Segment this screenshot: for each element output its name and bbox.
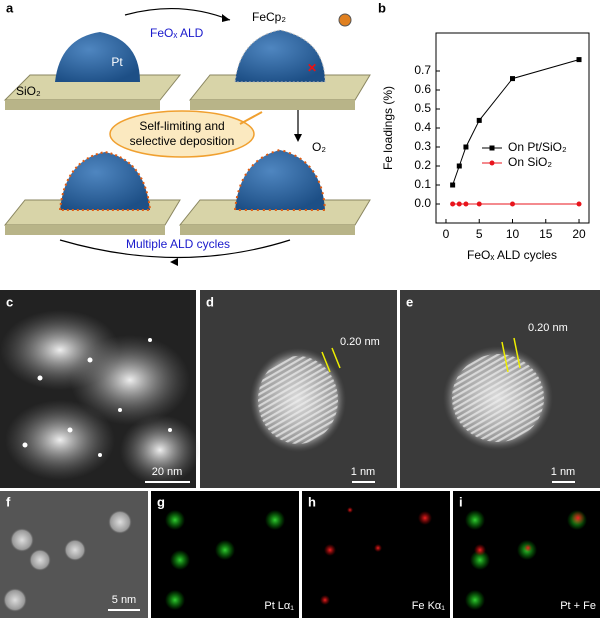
- marker: [450, 201, 456, 207]
- line-chart: b FeOₓ ALD cycles Fe loadings (%) 0 5 10 15…: [378, 0, 590, 262]
- scale-label: 20 nm: [152, 466, 183, 478]
- legend-marker: [489, 160, 495, 166]
- scheme: ✕ a Pt SiO₂ FeOₓ ALD FeCp₂ Self-limiting…: [3, 0, 371, 266]
- y-tick-label: 0.1: [414, 177, 431, 191]
- marker: [450, 182, 456, 188]
- panel-label: h: [308, 494, 316, 509]
- panel-label: f: [6, 494, 11, 509]
- y-tick-label: 0.7: [414, 63, 431, 77]
- y-tick-label: 0.6: [414, 82, 431, 96]
- ald-label: FeOₓ ALD: [150, 26, 204, 40]
- x-axis-title: FeOₓ ALD cycles: [467, 248, 557, 262]
- y-tick-label: 0.3: [414, 139, 431, 153]
- marker: [476, 201, 482, 207]
- x-tick-label: 10: [506, 227, 520, 241]
- series-line: [452, 59, 580, 186]
- eds-maps: f 5 nm g Pt Lα₁ h Fe Kα₁ i Pt + Fe: [0, 491, 600, 618]
- x-tick-label: 5: [476, 227, 483, 241]
- map-label: Pt Lα₁: [264, 600, 294, 612]
- panel-label: b: [378, 0, 386, 15]
- map-label: Pt + Fe: [560, 600, 596, 612]
- block-mark: ✕: [307, 61, 317, 75]
- scale-label: 1 nm: [551, 466, 575, 478]
- precursor-label: FeCp₂: [252, 10, 286, 24]
- y-tick-label: 0.2: [414, 158, 431, 172]
- y-tick-label: 0.0: [414, 196, 431, 210]
- panel-label: i: [459, 494, 463, 509]
- callout-text: selective deposition: [130, 134, 235, 148]
- x-tick-label: 15: [539, 227, 553, 241]
- legend-label: On SiO₂: [508, 155, 552, 169]
- marker: [510, 201, 515, 207]
- panel-label: a: [6, 0, 14, 15]
- panel-label: e: [406, 294, 413, 309]
- callout-text: Self-limiting and: [139, 119, 224, 133]
- plot-frame: [435, 32, 590, 224]
- map-label: Fe Kα₁: [412, 600, 446, 612]
- panel-label: g: [157, 494, 165, 509]
- marker: [510, 76, 515, 82]
- spacing-label: 0.20 nm: [340, 336, 380, 348]
- x-tick-label: 0: [443, 227, 450, 241]
- pt-label: Pt: [111, 55, 123, 69]
- panel-label: d: [206, 294, 214, 309]
- x-tick-label: 20: [572, 227, 586, 241]
- support-label: SiO₂: [16, 84, 41, 98]
- marker: [476, 117, 482, 123]
- marker: [576, 57, 582, 63]
- y-tick-label: 0.4: [414, 120, 431, 134]
- panel-label: c: [6, 294, 13, 309]
- marker: [463, 144, 469, 150]
- cycles-label: Multiple ALD cycles: [126, 237, 230, 251]
- legend-marker: [489, 145, 495, 151]
- oxidant-label: O₂: [312, 140, 326, 154]
- y-axis-title: Fe loadings (%): [381, 86, 395, 170]
- marker: [456, 201, 462, 207]
- scale-label: 5 nm: [112, 594, 136, 606]
- marker: [456, 163, 462, 169]
- marker: [463, 201, 469, 207]
- scale-label: 1 nm: [351, 466, 375, 478]
- spacing-label: 0.20 nm: [528, 322, 568, 334]
- marker: [576, 201, 582, 207]
- legend-label: On Pt/SiO₂: [508, 140, 567, 154]
- micrographs: c 20 nm d 0.20 nm 1 nm e 0.20 nm 1 nm: [0, 290, 600, 488]
- y-tick-label: 0.5: [414, 101, 431, 115]
